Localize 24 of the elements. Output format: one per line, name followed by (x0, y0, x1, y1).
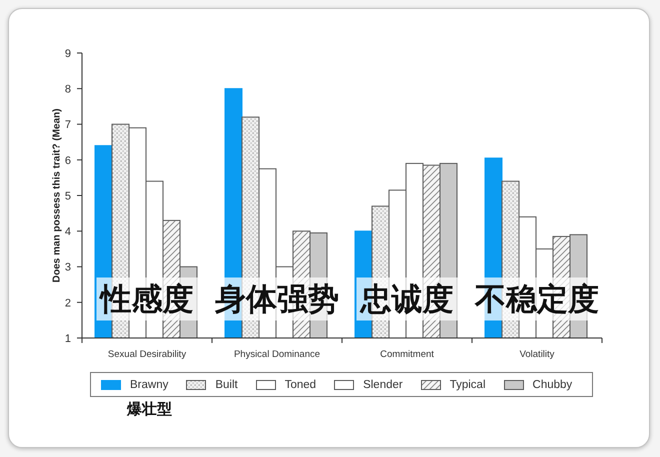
annotation: 忠诚度 (356, 278, 458, 320)
y-tick-label: 6 (64, 154, 71, 167)
annotation: 性感度 (96, 278, 198, 320)
legend-label: Slender (363, 378, 403, 390)
annotation: 不稳定度 (471, 278, 603, 320)
legend-label: Chubby (532, 378, 572, 390)
y-tick-label: 2 (64, 297, 71, 310)
y-tick-label: 8 (64, 84, 71, 96)
legend-label: Typical (450, 378, 486, 390)
y-axis-title: Does man possess this trait? (Mean) (52, 108, 63, 282)
y-tick-label: 1 (64, 332, 71, 345)
text: 爆壮型 (127, 401, 172, 419)
legend-label: Built (215, 378, 238, 390)
x-tick-label: Physical Dominance (234, 349, 320, 360)
legend-label: Brawny (130, 378, 168, 390)
y-tick-label: 3 (64, 262, 71, 274)
y-tick-label: 9 (64, 48, 71, 60)
y-tick-label: 4 (64, 226, 71, 238)
x-tick-label: Commitment (380, 349, 434, 360)
y-tick-label: 7 (64, 119, 71, 132)
y-tick-label: 5 (64, 190, 71, 202)
x-tick-label: Volatility (520, 349, 555, 360)
x-tick-label: Sexual Desirability (108, 349, 186, 360)
legend-label: Toned (284, 378, 316, 390)
